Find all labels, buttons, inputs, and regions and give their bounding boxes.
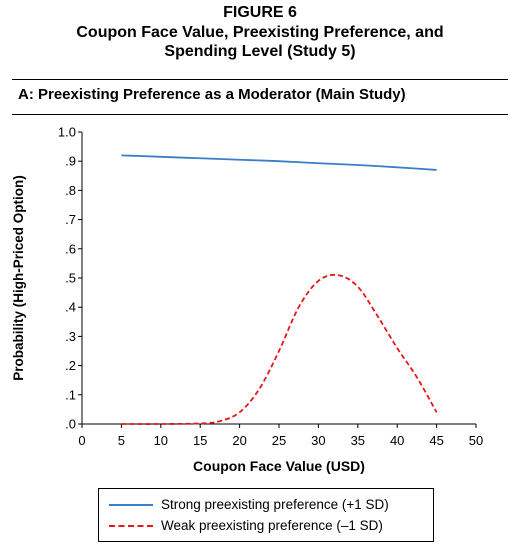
series-line-weak-preference	[121, 273, 438, 425]
y-tick-label: .4	[65, 300, 76, 315]
figure-label: FIGURE 6	[223, 4, 297, 21]
y-tick-label: .9	[65, 154, 76, 169]
panel-rule	[12, 114, 508, 115]
y-tick-label: .3	[65, 329, 76, 344]
y-tick-label: .0	[65, 417, 76, 432]
panel-title: A: Preexisting Preference as a Moderator…	[18, 86, 406, 103]
x-tick-label: 30	[311, 433, 325, 448]
y-tick-label: .7	[65, 212, 76, 227]
x-tick-label: 10	[154, 433, 168, 448]
x-axis-label: Coupon Face Value (USD)	[193, 458, 365, 474]
x-tick-label: 40	[390, 433, 404, 448]
series-line-strong-preference	[121, 154, 437, 171]
chart-axes: .0 .1 .2 .3 .4 .5 .6 .7 .8 .9 1.0 0 5 10 15 20 25 30 35 40 4…	[58, 125, 483, 449]
x-tick-label: 5	[118, 433, 125, 448]
legend-label-strong: Strong preexisting preference (+1 SD)	[161, 497, 389, 512]
figure-header: FIGURE 6 Coupon Face Value, Preexisting …	[0, 3, 520, 61]
y-tick-label: .5	[65, 271, 76, 286]
x-tick-label: 25	[272, 433, 286, 448]
top-rule	[12, 79, 508, 80]
x-tick-label: 0	[78, 433, 85, 448]
y-tick-label: .1	[65, 387, 76, 402]
x-tick-label: 45	[429, 433, 443, 448]
figure-title-line2: Spending Level (Study 5)	[164, 43, 356, 60]
x-tick-label: 15	[193, 433, 207, 448]
chart-series	[121, 154, 438, 425]
y-tick-label: .6	[65, 241, 76, 256]
y-tick-label: 1.0	[58, 125, 76, 140]
x-tick-label: 35	[351, 433, 365, 448]
legend-item-weak: Weak preexisting preference (–1 SD)	[99, 515, 433, 536]
y-axis-label: Probability (High-Priced Option)	[11, 175, 26, 381]
legend-swatch-dashed	[109, 524, 153, 527]
chart-legend: Strong preexisting preference (+1 SD) We…	[98, 488, 434, 542]
legend-label-weak: Weak preexisting preference (–1 SD)	[161, 518, 383, 533]
legend-swatch-solid	[109, 503, 153, 506]
x-tick-label: 50	[469, 433, 483, 448]
y-tick-label: .2	[65, 358, 76, 373]
y-tick-label: .8	[65, 183, 76, 198]
x-tick-label: 20	[232, 433, 246, 448]
figure-title-line1: Coupon Face Value, Preexisting Preferenc…	[76, 24, 444, 41]
legend-item-strong: Strong preexisting preference (+1 SD)	[99, 494, 433, 515]
